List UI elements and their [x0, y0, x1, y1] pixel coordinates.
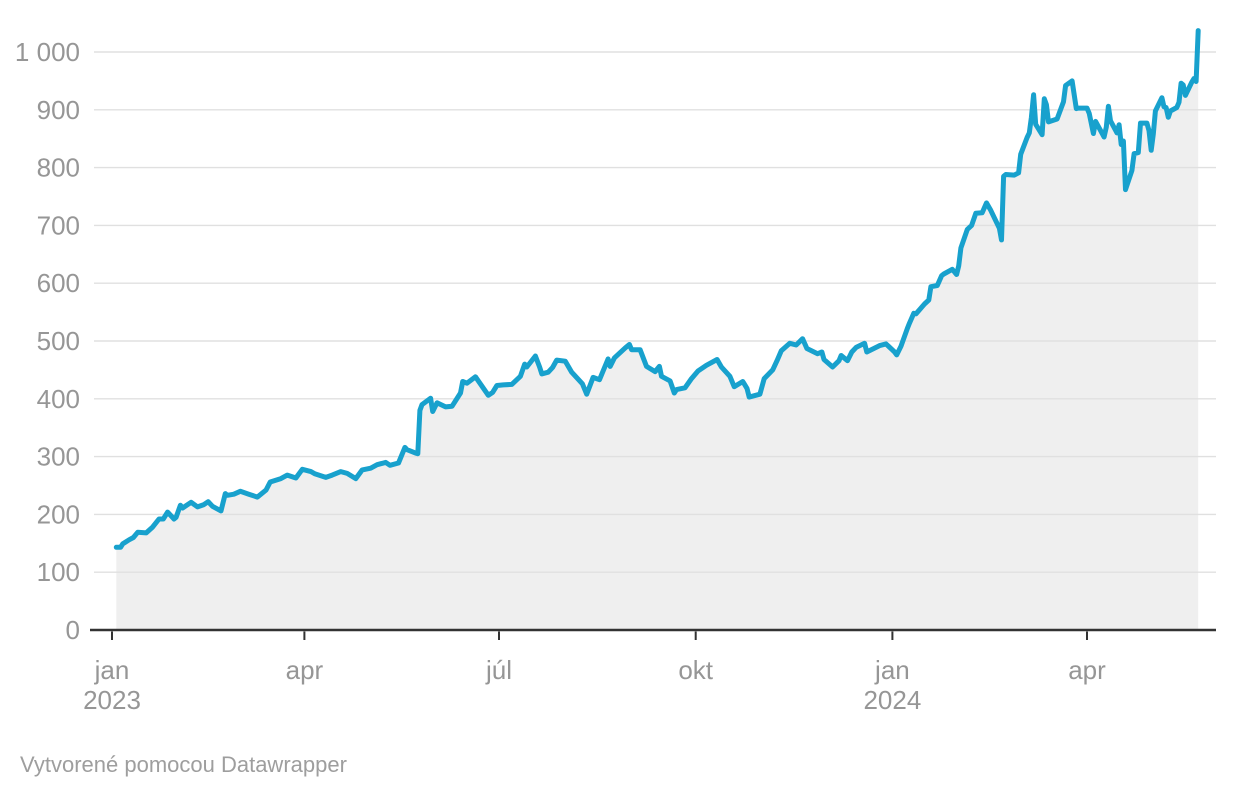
x-axis-month-label: jan — [874, 655, 910, 685]
attribution-text: Vytvorené pomocou Datawrapper — [20, 752, 347, 777]
x-axis-year-label: 2023 — [83, 685, 141, 715]
area-fill-group — [116, 30, 1199, 631]
y-axis-label: 400 — [37, 384, 80, 414]
x-axis-month-label: apr — [286, 655, 324, 685]
y-axis-label: 600 — [37, 268, 80, 298]
area-fill — [116, 30, 1199, 631]
y-axis-label: 100 — [37, 557, 80, 587]
y-axis-label: 700 — [37, 210, 80, 240]
x-axis-month-label: apr — [1068, 655, 1106, 685]
y-axis-label: 300 — [37, 442, 80, 472]
y-axis-label: 900 — [37, 95, 80, 125]
axes-group — [90, 628, 1216, 640]
x-axis-month-label: jan — [94, 655, 130, 685]
y-axis-label: 0 — [66, 615, 80, 645]
x-axis-month-label: okt — [678, 655, 713, 685]
y-axis-label: 500 — [37, 326, 80, 356]
y-axis-label: 1 000 — [15, 37, 80, 67]
x-axis-month-label: júl — [485, 655, 512, 685]
y-axis-label: 200 — [37, 499, 80, 529]
y-axis-label: 800 — [37, 153, 80, 183]
gridlines-group — [94, 51, 1216, 573]
price-line — [113, 28, 1201, 550]
line-group — [113, 28, 1201, 550]
x-axis-year-label: 2024 — [863, 685, 921, 715]
